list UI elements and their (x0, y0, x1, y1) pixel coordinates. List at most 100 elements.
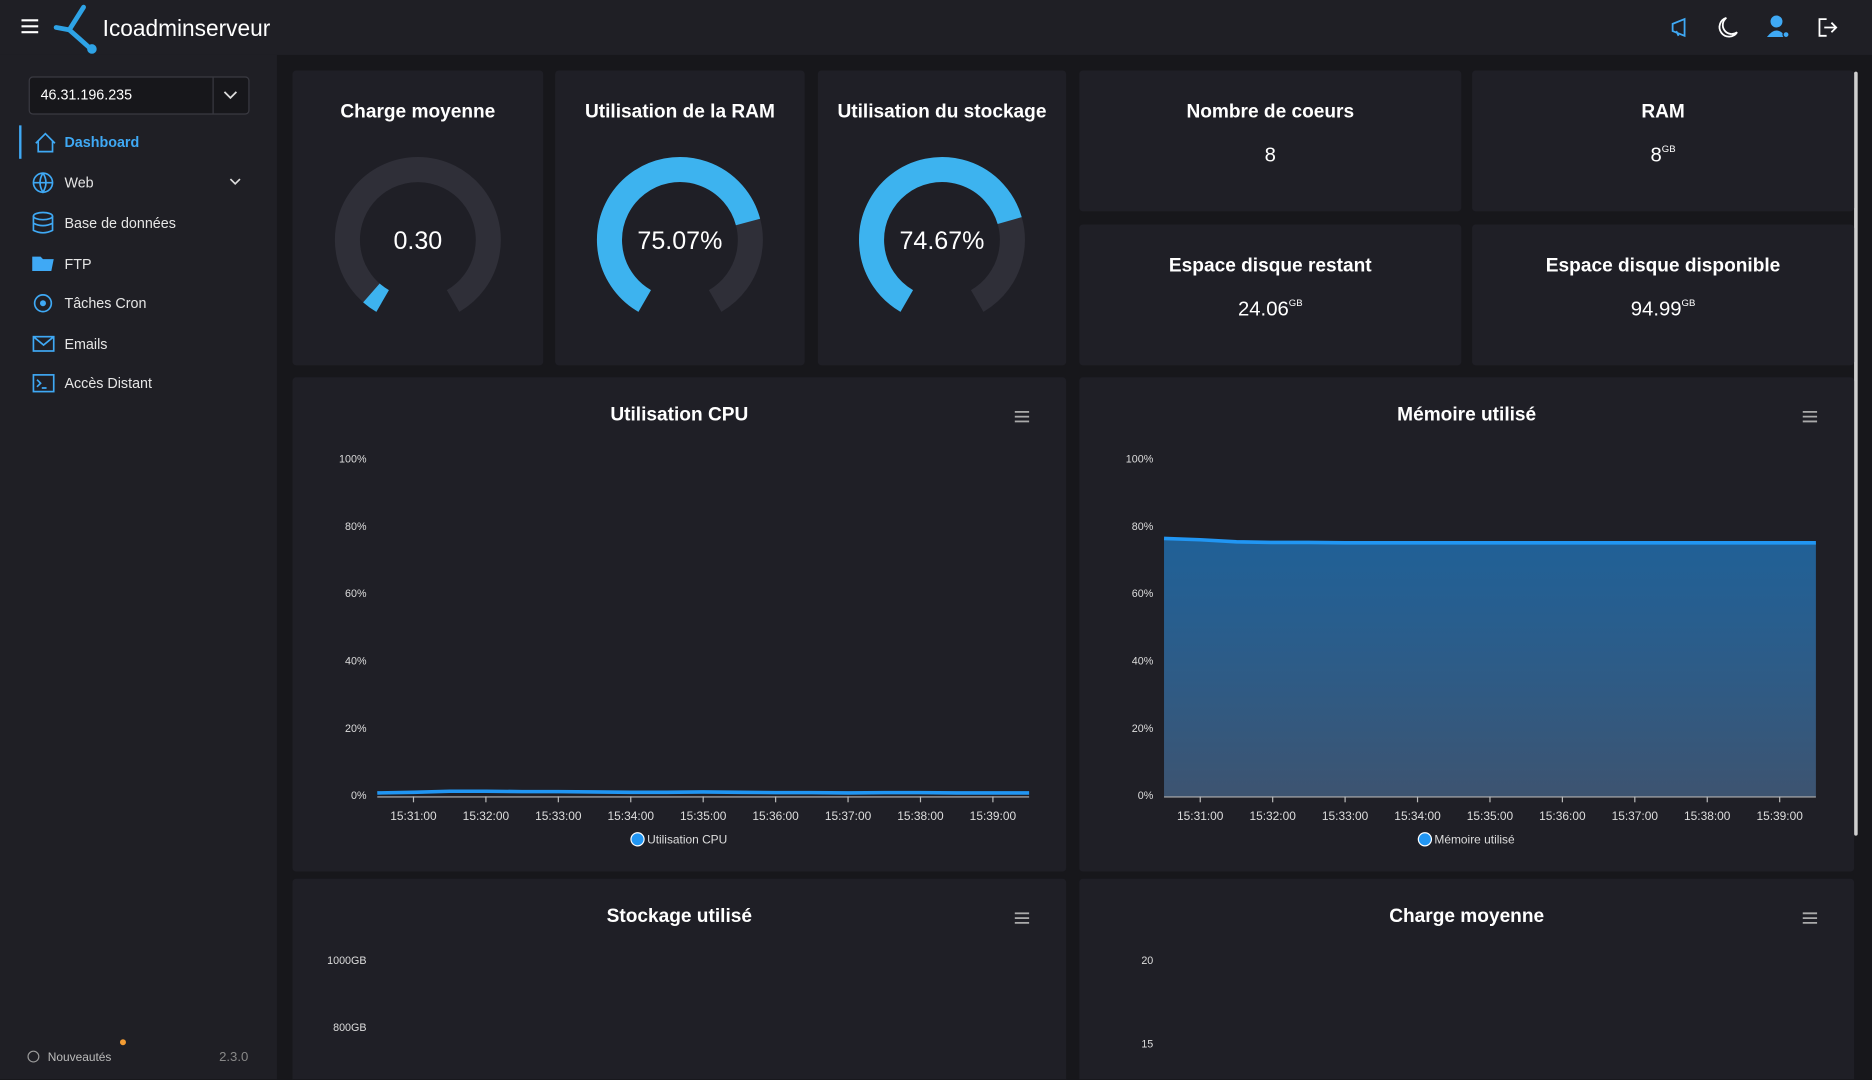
announcements[interactable] (1671, 17, 1686, 38)
chart-card (292, 377, 1067, 872)
stat-card (1079, 224, 1462, 366)
stat-number: 8 (1651, 145, 1662, 167)
web-chevron (229, 178, 241, 186)
stat-title: RAM (1641, 101, 1684, 122)
legend-label[interactable]: Mémoire utilisé (1434, 833, 1515, 847)
gauge-title: Utilisation du stockage (837, 101, 1046, 122)
x-tick-label: 15:39:00 (970, 809, 1017, 823)
menu-toggle[interactable] (21, 19, 39, 34)
chart-title: Stockage utilisé (607, 906, 752, 927)
select-chevron (223, 91, 238, 100)
series-line (1163, 536, 1816, 545)
y-tick-label: 40% (345, 655, 367, 667)
menu-item[interactable]: Base de données (64, 216, 175, 232)
menu-item[interactable]: FTP (64, 257, 91, 273)
stat-value: 24.06GB (1238, 298, 1303, 321)
stat-unit: GB (1289, 298, 1303, 309)
legend-label[interactable]: Utilisation CPU (647, 833, 727, 847)
news[interactable]: Nouveautés (48, 1050, 112, 1064)
stat-value: 8GB (1651, 144, 1676, 167)
gauge-value: 0.30 (393, 227, 442, 255)
y-tick-label: 80% (345, 521, 367, 533)
menu-item[interactable]: Web (64, 176, 93, 192)
x-tick-label: 15:35:00 (680, 809, 727, 823)
user[interactable] (1766, 15, 1790, 39)
y-tick-label: 20% (345, 723, 367, 735)
x-tick-label: 15:36:00 (752, 809, 799, 823)
x-tick-label: 15:38:00 (1684, 809, 1731, 823)
gauge-fill (859, 157, 1022, 312)
stat-number: 24.06 (1238, 299, 1289, 321)
y-tick-label: 0% (1138, 790, 1154, 802)
y-tick-label: 1000GB (327, 955, 366, 967)
legend-marker (1417, 832, 1433, 847)
logout[interactable] (1818, 18, 1838, 37)
x-tick-label: 15:34:00 (608, 809, 655, 823)
gauge-value: 74.67% (899, 227, 984, 255)
stat-title: Nombre de coeurs (1186, 101, 1354, 122)
version: 2.3.0 (219, 1049, 248, 1064)
news-icon (27, 1050, 40, 1063)
menu-item[interactable]: Accès Distant (64, 376, 152, 392)
x-tick-label: 15:31:00 (390, 809, 437, 823)
brand: Icoadminserveur (103, 15, 271, 41)
gauge-fill (363, 283, 390, 312)
scrollbar (1854, 71, 1858, 836)
y-tick-label: 100% (339, 453, 367, 465)
server-select[interactable] (28, 76, 250, 115)
y-tick-label: 20 (1141, 955, 1153, 967)
server-ip: 46.31.196.235 (41, 87, 133, 103)
x-tick-label: 15:33:00 (535, 809, 582, 823)
gauge-title: Charge moyenne (340, 101, 495, 122)
y-tick-label: 800GB (333, 1022, 366, 1034)
header (0, 0, 1872, 55)
stat-value: 8 (1265, 145, 1276, 167)
series-line (377, 789, 1030, 795)
gauge-title: Utilisation de la RAM (585, 101, 775, 122)
stat-card (1079, 70, 1462, 212)
x-tick-label: 15:37:00 (825, 809, 872, 823)
stat-card (1472, 224, 1855, 366)
gauge-fill (596, 157, 761, 312)
x-tick-label: 15:38:00 (897, 809, 944, 823)
stat-value: 94.99GB (1631, 298, 1696, 321)
x-tick-label: 15:36:00 (1539, 809, 1586, 823)
stat-card (1472, 70, 1855, 212)
gauge-value: 75.07% (637, 227, 722, 255)
menu-item[interactable]: Dashboard (64, 135, 139, 151)
y-tick-label: 100% (1126, 453, 1154, 465)
area (1164, 538, 1816, 797)
chart-title: Utilisation CPU (610, 405, 748, 426)
y-tick-label: 40% (1132, 655, 1154, 667)
x-tick-label: 15:39:00 (1756, 809, 1803, 823)
legend-marker (630, 832, 645, 847)
stat-title: Espace disque restant (1169, 255, 1372, 276)
gauge-track (334, 157, 501, 312)
y-tick-label: 60% (345, 588, 367, 600)
chart-title: Mémoire utilisé (1397, 405, 1536, 426)
chart-card (292, 878, 1067, 1080)
x-tick-label: 15:34:00 (1394, 809, 1441, 823)
stat-unit: GB (1662, 144, 1676, 155)
y-tick-label: 15 (1141, 1038, 1153, 1050)
menu-item[interactable]: Tâches Cron (64, 296, 146, 312)
y-tick-label: 80% (1132, 521, 1154, 533)
news-dot (119, 1039, 126, 1046)
y-tick-label: 20% (1132, 723, 1154, 735)
stat-unit: GB (1682, 298, 1696, 309)
x-tick-label: 15:32:00 (463, 809, 510, 823)
x-tick-label: 15:33:00 (1322, 809, 1369, 823)
x-tick-label: 15:31:00 (1177, 809, 1224, 823)
menu-icons (32, 132, 56, 393)
y-tick-label: 60% (1132, 588, 1154, 600)
theme-toggle[interactable] (1718, 17, 1738, 38)
menu-item[interactable]: Emails (64, 337, 107, 353)
stat-number: 94.99 (1631, 299, 1682, 321)
y-tick-label: 0% (351, 790, 367, 802)
stat-number: 8 (1265, 145, 1276, 167)
chart-card (1079, 878, 1855, 1080)
sidebar (0, 54, 277, 1080)
x-tick-label: 15:32:00 (1249, 809, 1296, 823)
logo (53, 4, 97, 54)
